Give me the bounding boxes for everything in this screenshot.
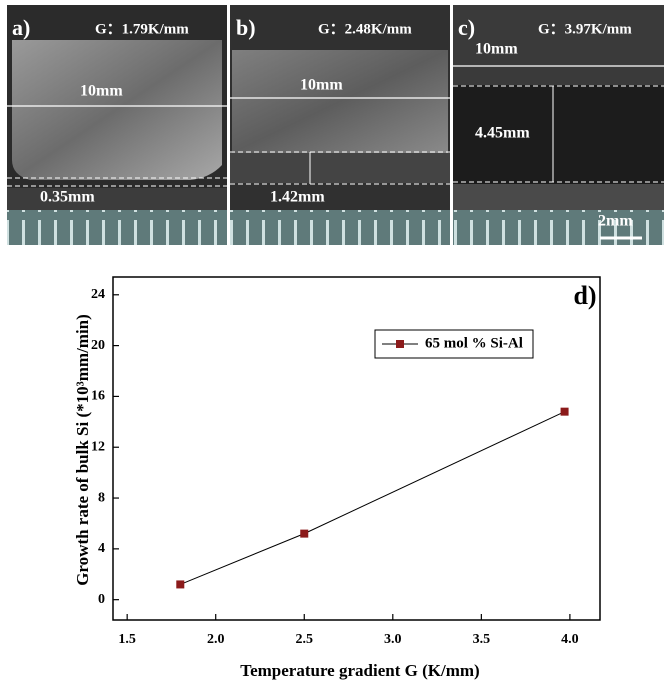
micrograph-b: b) G：2.48K/mm 10mm 1.42mm <box>230 5 450 245</box>
x-tick-label: 3.0 <box>384 632 402 647</box>
point <box>300 529 309 538</box>
series-line <box>180 411 565 585</box>
plot-frame <box>112 276 601 621</box>
y-axis-label: Growth rate of bulk Si (*10³mm/min) <box>73 314 92 586</box>
micrograph-c: c) G：3.97K/mm 10mm 4.45mm 2mm <box>453 5 664 245</box>
legend-marker <box>396 340 404 348</box>
scale-bar-label: 2mm <box>598 213 633 230</box>
point <box>176 580 185 589</box>
height-label: 1.42mm <box>270 189 325 206</box>
micrograph-a: a) G：1.79K/mm 10mm 0.35mm <box>7 5 227 245</box>
gradient-label: G：1.79K/mm <box>95 21 189 37</box>
y-tick-label: 12 <box>91 439 105 454</box>
panel-label: a) <box>12 15 30 40</box>
chart: d) Temperature gradient G (K/mm) Growth … <box>73 276 601 680</box>
y-tick-label: 0 <box>98 592 105 607</box>
y-tick-label: 16 <box>91 389 105 404</box>
x-axis-label: Temperature gradient G (K/mm) <box>240 661 479 680</box>
x-tick-label: 3.5 <box>473 632 491 647</box>
panel-label: c) <box>458 15 475 40</box>
width-label: 10mm <box>300 77 343 94</box>
width-label: 10mm <box>475 41 518 58</box>
panel-label: b) <box>236 15 256 40</box>
y-tick-label: 20 <box>91 338 105 353</box>
legend-label: 65 mol % Si-Al <box>425 335 523 351</box>
x-tick-label: 1.5 <box>118 632 136 647</box>
gradient-label: G：2.48K/mm <box>318 21 412 37</box>
x-tick-label: 2.5 <box>296 632 314 647</box>
y-tick-label: 8 <box>98 490 105 505</box>
height-label: 4.45mm <box>475 125 530 142</box>
gradient-label: G：3.97K/mm <box>538 21 632 37</box>
x-tick-label: 4.0 <box>561 632 579 647</box>
x-tick-label: 2.0 <box>207 632 225 647</box>
width-label: 10mm <box>80 83 123 100</box>
height-label: 0.35mm <box>40 189 95 206</box>
y-tick-label: 24 <box>91 287 105 302</box>
point <box>560 407 569 416</box>
panel-label: d) <box>573 281 596 310</box>
y-tick-label: 4 <box>98 541 105 556</box>
